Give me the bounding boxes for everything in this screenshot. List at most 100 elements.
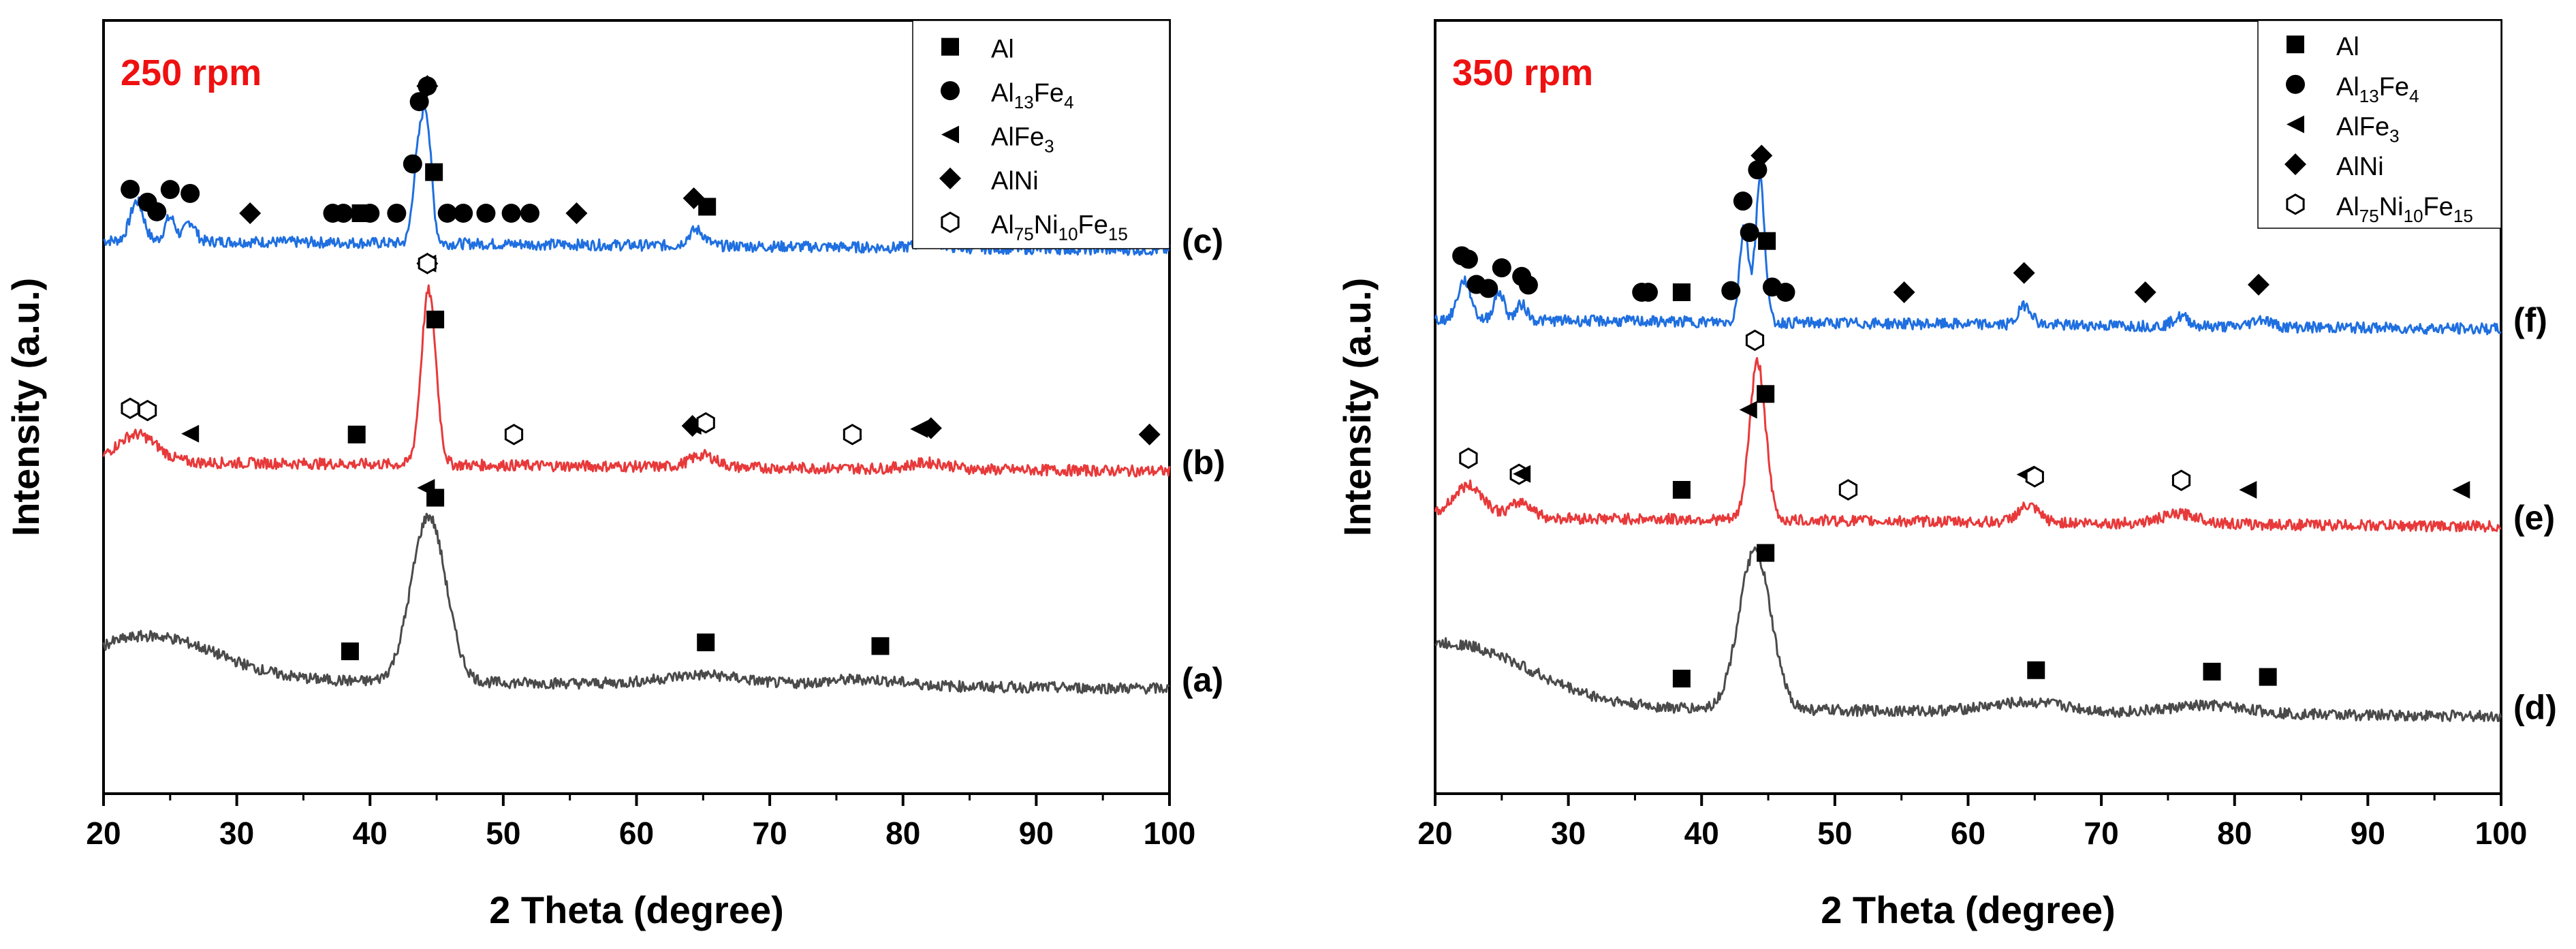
- legend-marker-al13fe4: [2286, 74, 2305, 94]
- series-c: (c): [103, 75, 1223, 260]
- phase-marker-hexagon: [843, 424, 862, 446]
- phase-marker-diamond: [416, 75, 439, 97]
- x-tick-label: 20: [1417, 815, 1452, 851]
- phase-marker-hexagon: [121, 397, 140, 420]
- phase-marker-al13fe4: [147, 202, 167, 221]
- series-label: (c): [1182, 222, 1223, 260]
- x-tick-label: 20: [86, 815, 121, 851]
- legend-marker-alfe3: [941, 125, 959, 144]
- x-tick-label: 50: [486, 815, 520, 851]
- series-d: (d): [1434, 544, 2557, 726]
- phase-marker-al13fe4: [360, 204, 380, 223]
- legend-label-al75ni10fe15: Al75Ni10Fe15: [2336, 193, 2473, 226]
- phase-marker-hexagon: [138, 399, 157, 422]
- phase-marker-diamond: [239, 202, 262, 224]
- phase-marker-alfe3: [1513, 465, 1531, 483]
- phase-marker-al13fe4: [1479, 279, 1498, 298]
- x-tick-label: 80: [885, 815, 920, 851]
- phase-marker-diamond: [2134, 281, 2156, 303]
- x-axis-label: 2 Theta (degree): [1821, 888, 2116, 931]
- phase-marker-al: [425, 163, 443, 181]
- series-b: (b): [102, 252, 1225, 482]
- phase-marker-al: [347, 425, 366, 444]
- phase-marker-diamond: [920, 417, 942, 439]
- series-label: (e): [2513, 499, 2555, 537]
- legend-label-al13fe4: Al13Fe4: [2336, 73, 2419, 106]
- phase-marker-al13fe4: [403, 154, 422, 174]
- phase-marker-al13fe4: [1458, 249, 1478, 269]
- panel-title: 350 rpm: [1452, 52, 1593, 93]
- phase-marker-al13fe4: [121, 179, 140, 199]
- phase-marker-al: [2259, 668, 2277, 686]
- x-tick-label: 70: [2084, 815, 2119, 851]
- series-label: (f): [2513, 301, 2547, 339]
- phase-marker-al: [426, 310, 445, 328]
- legend-marker-al75ni10fe15: [2286, 193, 2305, 215]
- phase-marker-hexagon: [1838, 479, 1858, 501]
- legend-label-alfe3: AlFe3: [2336, 113, 2400, 146]
- phase-marker-al13fe4: [387, 203, 407, 223]
- series-f: (f): [1434, 144, 2547, 339]
- series-line: [1434, 357, 2502, 533]
- series-label: (a): [1182, 661, 1223, 699]
- phase-marker-alfe3: [181, 424, 200, 443]
- legend-marker-al: [2287, 35, 2304, 54]
- x-tick-label: 90: [1019, 815, 1054, 851]
- phase-marker-al13fe4: [437, 203, 457, 223]
- legend-label-alfe3: AlFe3: [991, 123, 1054, 157]
- phase-marker-al13fe4: [454, 204, 473, 223]
- phase-marker-hexagon: [418, 253, 437, 275]
- legend-label-alni: AlNi: [991, 167, 1039, 196]
- phase-marker-diamond: [1893, 281, 1915, 303]
- x-tick-label: 80: [2217, 815, 2252, 851]
- x-tick-label: 100: [1144, 815, 1196, 851]
- phase-marker-hexagon: [1459, 447, 1478, 469]
- phase-marker-al13fe4: [334, 204, 354, 223]
- legend: Al Al13Fe4 AlFe3 AlNi Al75Ni10Fe15: [912, 20, 1170, 249]
- phase-marker-hexagon: [2171, 469, 2191, 491]
- x-axis-label: 2 Theta (degree): [489, 888, 784, 931]
- legend: Al Al13Fe4 AlFe3 AlNi Al75Ni10Fe15: [2257, 20, 2502, 229]
- phase-marker-al: [341, 642, 359, 661]
- series-line: [102, 512, 1170, 695]
- phase-marker-al13fe4: [1721, 281, 1741, 300]
- y-axis-label: Intensity (a.u.): [4, 278, 47, 537]
- series-line: [102, 284, 1171, 478]
- phase-marker-al: [426, 488, 445, 507]
- series-label: (d): [2513, 688, 2557, 726]
- phase-marker-al: [1672, 670, 1691, 688]
- phase-marker-al13fe4: [476, 204, 496, 223]
- phase-marker-alfe3: [2452, 481, 2470, 499]
- series-e: (e): [1434, 329, 2555, 537]
- phase-marker-al13fe4: [1740, 223, 1759, 243]
- legend-label-al13fe4: Al13Fe4: [991, 79, 1074, 112]
- phase-marker-al13fe4: [160, 180, 180, 200]
- phase-marker-diamond: [1138, 423, 1161, 446]
- phase-marker-al: [1758, 232, 1776, 250]
- series-label: (b): [1182, 444, 1225, 482]
- series-line: [1434, 176, 2502, 336]
- panel-350rpm: 20 30 40 50 60 70 80 90 100 2 Theta (degree) Inten…: [1336, 19, 2557, 931]
- phase-marker-al13fe4: [1492, 258, 1511, 278]
- legend-marker-al75ni10fe15: [941, 211, 960, 234]
- legend-marker-alni: [2284, 153, 2306, 176]
- x-tick-label: 100: [2475, 815, 2528, 851]
- phase-marker-diamond: [565, 202, 588, 224]
- legend-label-al75ni10fe15: Al75Ni10Fe15: [991, 211, 1128, 244]
- phase-marker-al: [697, 633, 715, 651]
- phase-marker-al13fe4: [1733, 191, 1753, 211]
- phase-marker-alfe3: [1739, 401, 1757, 419]
- phase-marker-alfe3: [910, 420, 928, 438]
- legend-label-alni: AlNi: [2336, 153, 2384, 181]
- phase-marker-hexagon: [696, 411, 715, 434]
- series-a: (a): [102, 479, 1223, 699]
- phase-marker-al: [871, 637, 890, 655]
- x-tick-label: 40: [1684, 815, 1719, 851]
- phase-marker-al13fe4: [1639, 283, 1658, 302]
- phase-marker-al: [2027, 661, 2045, 679]
- phase-marker-al: [1757, 544, 1775, 562]
- phase-marker-al: [1757, 385, 1775, 403]
- x-tick-label: 30: [1551, 815, 1586, 851]
- phase-marker-hexagon: [2025, 466, 2044, 488]
